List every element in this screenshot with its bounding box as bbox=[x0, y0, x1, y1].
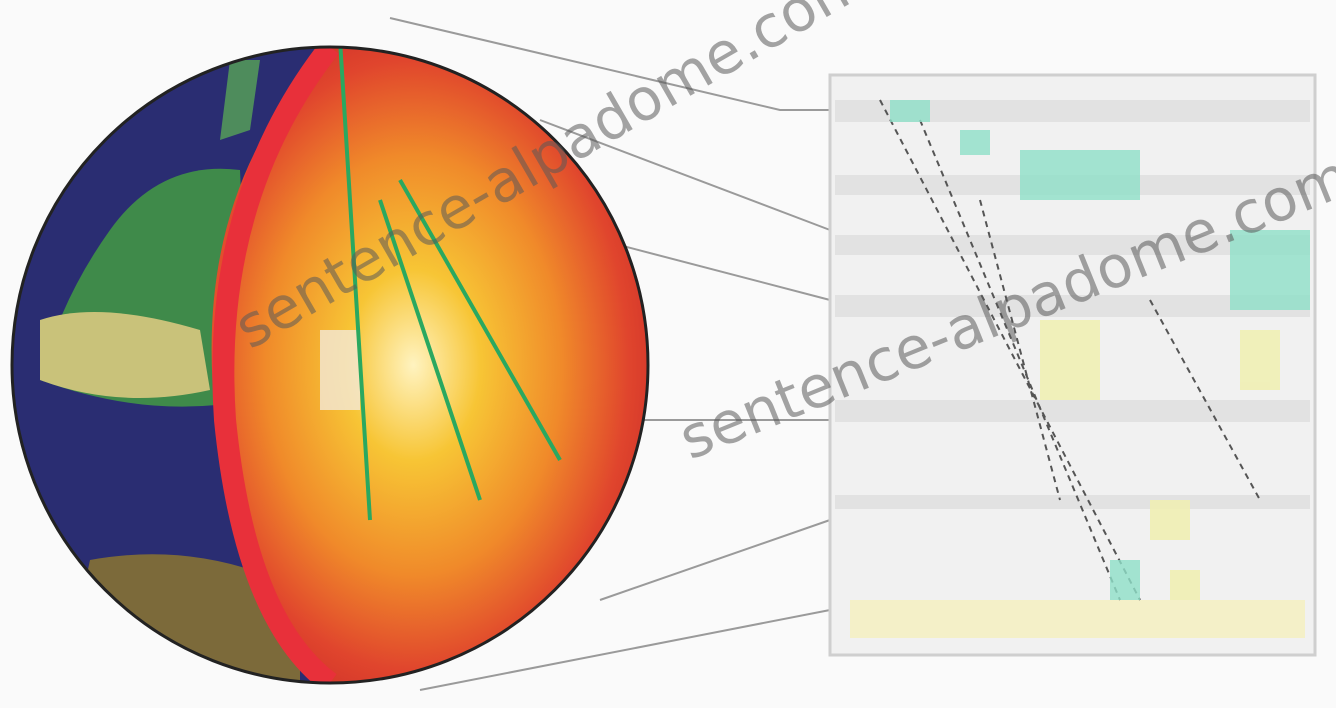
illustration: sentence-alpadome.com sentence-alpadome.… bbox=[0, 0, 1336, 708]
